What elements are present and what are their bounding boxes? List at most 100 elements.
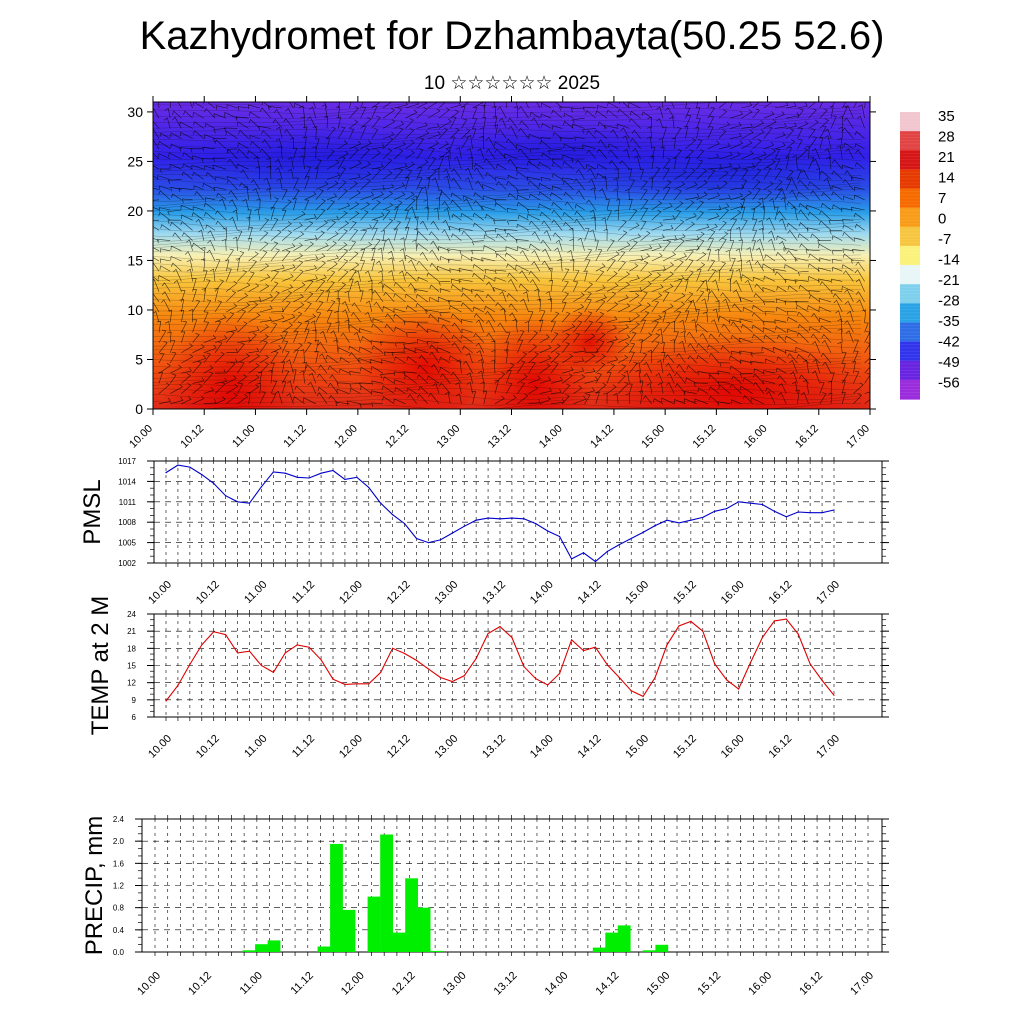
wind-barb (729, 355, 742, 364)
data-point (356, 683, 358, 685)
wind-barb (584, 311, 593, 323)
wind-barb (315, 159, 322, 170)
wind-barb (293, 177, 299, 190)
wind-barb (668, 116, 675, 129)
wind-barb (505, 370, 512, 384)
wind-barb (742, 395, 753, 405)
wind-barb (243, 185, 249, 200)
wind-barb (729, 383, 742, 394)
wind-barb (315, 189, 324, 200)
wind-barb (153, 152, 160, 160)
wind-barb (541, 220, 552, 231)
wind-barb (354, 270, 361, 282)
wind-barb (718, 238, 727, 251)
wind-barb (219, 198, 227, 211)
wind-barb (289, 102, 294, 109)
wind-barb (315, 274, 327, 282)
wind-barb (763, 118, 777, 129)
wind-barb (153, 276, 160, 282)
wind-barb (292, 369, 297, 384)
wind-barb (651, 341, 660, 353)
wind-barb (226, 149, 238, 160)
wind-barb (850, 176, 865, 181)
wind-barb (221, 238, 227, 251)
wind-barb (661, 102, 664, 109)
wind-barb (371, 345, 384, 354)
wind-barb (237, 230, 243, 241)
wind-barb (349, 119, 359, 129)
wind-barb (651, 252, 663, 262)
wind-barb (603, 392, 608, 404)
wind-barb (224, 112, 238, 119)
wind-barb (384, 323, 395, 333)
wind-barb (248, 296, 262, 303)
wind-barb (481, 257, 496, 262)
wind-barb (624, 188, 630, 200)
wind-barb (774, 123, 787, 129)
wind-barb (287, 168, 294, 180)
contour-line (153, 240, 862, 248)
wind-barb (718, 203, 730, 211)
wind-barb (539, 396, 551, 405)
wind-barb (326, 240, 337, 252)
wind-barb (213, 157, 227, 162)
wind-barb (203, 352, 211, 364)
wind-barb (183, 110, 193, 119)
wind-barb (473, 306, 484, 313)
wind-barb (519, 270, 529, 282)
y-tick-label: 1.2 (113, 882, 125, 891)
wind-barb (752, 230, 758, 241)
wind-barb (563, 143, 574, 150)
wind-barb (237, 292, 249, 303)
wind-barb (808, 276, 820, 282)
data-point (821, 679, 823, 682)
wind-barb (573, 311, 583, 323)
wind-barb (742, 307, 753, 313)
wind-barb (629, 255, 644, 262)
wind-barb (617, 230, 628, 241)
wind-barb (685, 149, 694, 160)
wind-barb (864, 102, 866, 109)
colorbar-label: 7 (938, 190, 946, 207)
wind-barb (301, 147, 306, 160)
wind-barb (750, 208, 756, 221)
wind-barb (786, 122, 797, 129)
wind-barb (178, 187, 193, 193)
wind-barb (797, 127, 803, 139)
wind-barb (325, 138, 330, 149)
wind-barb (845, 148, 854, 160)
wind-barb (237, 251, 245, 262)
wind-barb (617, 381, 629, 394)
wind-barb (806, 227, 820, 232)
colorbar-swatch (900, 265, 920, 285)
wind-barb (472, 107, 478, 119)
wind-barb (517, 393, 529, 405)
colorbar-label: 35 (938, 108, 955, 125)
wind-barb (371, 143, 385, 150)
wind-barb (337, 126, 346, 139)
wind-barb (472, 272, 484, 282)
wind-barb (633, 155, 641, 170)
wind-barb (710, 319, 720, 333)
wind-barb (584, 228, 590, 241)
wind-barb (791, 381, 798, 394)
wind-barb (315, 219, 328, 231)
wind-barb (507, 278, 518, 292)
wind-barb (822, 361, 832, 374)
wind-barb (248, 271, 255, 282)
wind-barb (438, 281, 451, 286)
wind-barb (594, 240, 599, 251)
contour-line (153, 219, 862, 227)
wind-barb (573, 357, 585, 364)
wind-barb (523, 291, 529, 302)
wind-barb (259, 362, 270, 374)
wind-barb (504, 252, 518, 262)
wind-barb (562, 366, 574, 374)
wind-barb (304, 191, 317, 201)
wind-barb (632, 147, 641, 160)
wind-barb (573, 292, 585, 303)
wind-barb (416, 159, 429, 170)
x-tick-label: 15.00 (639, 423, 667, 451)
wind-barb (337, 347, 350, 354)
wind-barb (190, 148, 204, 153)
